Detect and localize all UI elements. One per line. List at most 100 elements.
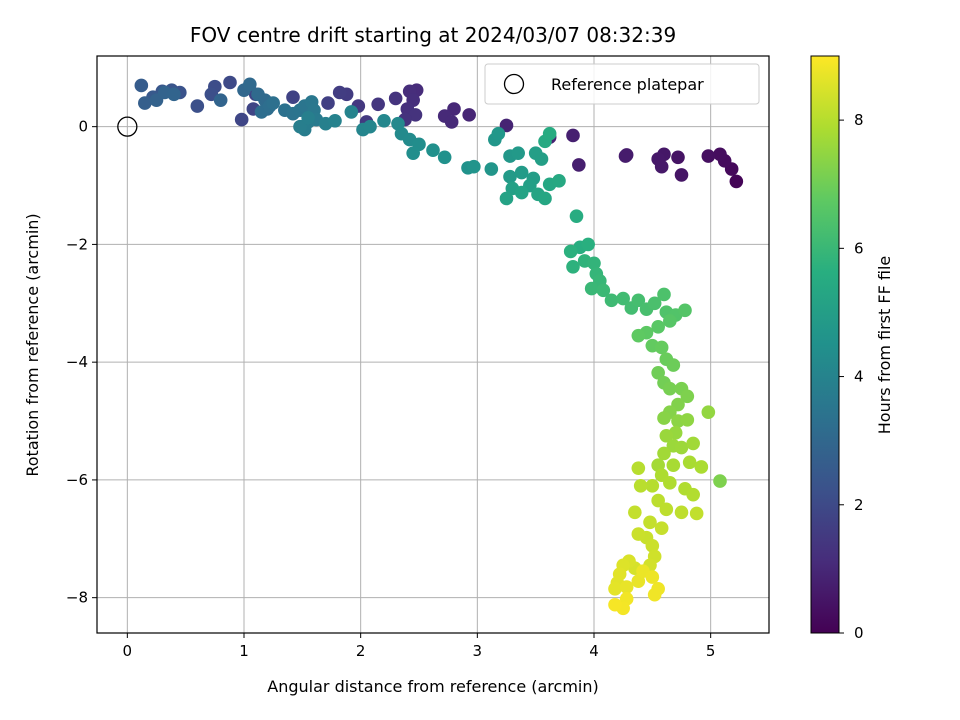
data-point (344, 105, 359, 119)
data-point (511, 146, 525, 160)
y-tick-label: −4 (66, 353, 88, 371)
data-point (596, 283, 611, 298)
x-axis-label: Angular distance from reference (arcmin) (267, 677, 598, 696)
legend: Reference platepar (484, 63, 760, 105)
data-point (633, 479, 648, 493)
data-point (223, 75, 237, 90)
data-point (437, 150, 452, 165)
scatter-points (134, 75, 744, 616)
colorbar-tick-label: 8 (854, 111, 864, 129)
data-point (538, 191, 552, 206)
data-point (657, 287, 671, 302)
data-point (462, 108, 476, 122)
colorbar-label: Hours from first FF file (875, 256, 894, 435)
data-point (190, 99, 205, 113)
data-point (645, 570, 660, 584)
data-point (604, 293, 619, 308)
grid (97, 56, 769, 633)
y-axis-label: Rotation from reference (arcmin) (23, 213, 42, 476)
data-point (484, 162, 499, 176)
colorbar-tick-label: 4 (854, 368, 864, 386)
y-axis: 0 −2 −4 −6 −8 (66, 118, 97, 607)
data-point (234, 112, 249, 127)
data-point (686, 436, 700, 451)
data-point (566, 128, 580, 143)
data-point (332, 85, 347, 100)
data-point (680, 413, 695, 427)
legend-label: Reference platepar (551, 75, 704, 94)
data-point (686, 487, 700, 502)
x-tick-label: 4 (589, 642, 599, 660)
data-point (689, 506, 704, 521)
data-point (563, 244, 578, 259)
data-point (584, 281, 599, 296)
data-point (645, 479, 660, 493)
data-point (713, 147, 727, 162)
data-point (701, 149, 716, 163)
data-point (616, 291, 630, 306)
data-point (388, 91, 403, 106)
data-point (671, 150, 685, 165)
data-point (682, 455, 697, 470)
data-point (645, 539, 660, 553)
reference-marker (117, 116, 138, 137)
data-point (674, 505, 689, 520)
data-point (328, 113, 342, 128)
y-tick-label: 0 (78, 118, 88, 136)
data-point (426, 143, 440, 158)
data-point (363, 119, 377, 134)
y-tick-label: −6 (66, 471, 88, 489)
data-point (499, 191, 514, 206)
y-tick-label: −2 (66, 235, 88, 253)
data-point (657, 411, 671, 425)
colorbar: 0 2 4 6 8 Hours from first FF file (810, 55, 894, 642)
data-point (663, 314, 677, 328)
data-point (628, 505, 642, 520)
data-point (701, 405, 716, 420)
data-point (713, 474, 727, 488)
data-point (408, 108, 423, 122)
data-point (243, 77, 257, 92)
colorbar-ticks: 0 2 4 6 8 (839, 111, 864, 642)
y-tick-label: −8 (66, 589, 88, 607)
legend-marker-icon (503, 73, 525, 95)
data-point (647, 296, 662, 311)
data-point (654, 159, 669, 174)
data-point (213, 93, 228, 107)
reference-point (117, 116, 138, 137)
data-point (167, 87, 181, 102)
data-point (619, 148, 634, 162)
data-point (666, 358, 681, 372)
data-point (581, 237, 595, 252)
data-point (371, 97, 385, 112)
data-point (534, 152, 549, 166)
x-tick-label: 3 (473, 642, 483, 660)
data-point (729, 174, 744, 189)
data-point (680, 389, 695, 404)
data-point (587, 256, 601, 271)
data-point (619, 580, 634, 594)
data-point (444, 115, 459, 129)
x-axis: 0 1 2 3 4 5 (123, 633, 716, 660)
data-point (542, 126, 557, 141)
x-tick-label: 0 (123, 642, 133, 660)
data-point (608, 597, 622, 612)
data-point (678, 303, 692, 318)
x-tick-label: 1 (239, 642, 249, 660)
data-point (608, 582, 622, 596)
data-point (138, 96, 152, 110)
x-tick-label: 5 (706, 642, 716, 660)
data-point (643, 515, 657, 530)
data-point (651, 365, 665, 380)
data-point (134, 78, 149, 93)
data-point (552, 174, 566, 188)
data-point (674, 440, 689, 455)
data-point (659, 428, 674, 443)
data-point (659, 502, 674, 517)
data-point (503, 169, 517, 184)
data-point (514, 185, 529, 200)
data-point (694, 460, 709, 474)
colorbar-gradient (810, 55, 840, 634)
data-point (266, 96, 280, 110)
